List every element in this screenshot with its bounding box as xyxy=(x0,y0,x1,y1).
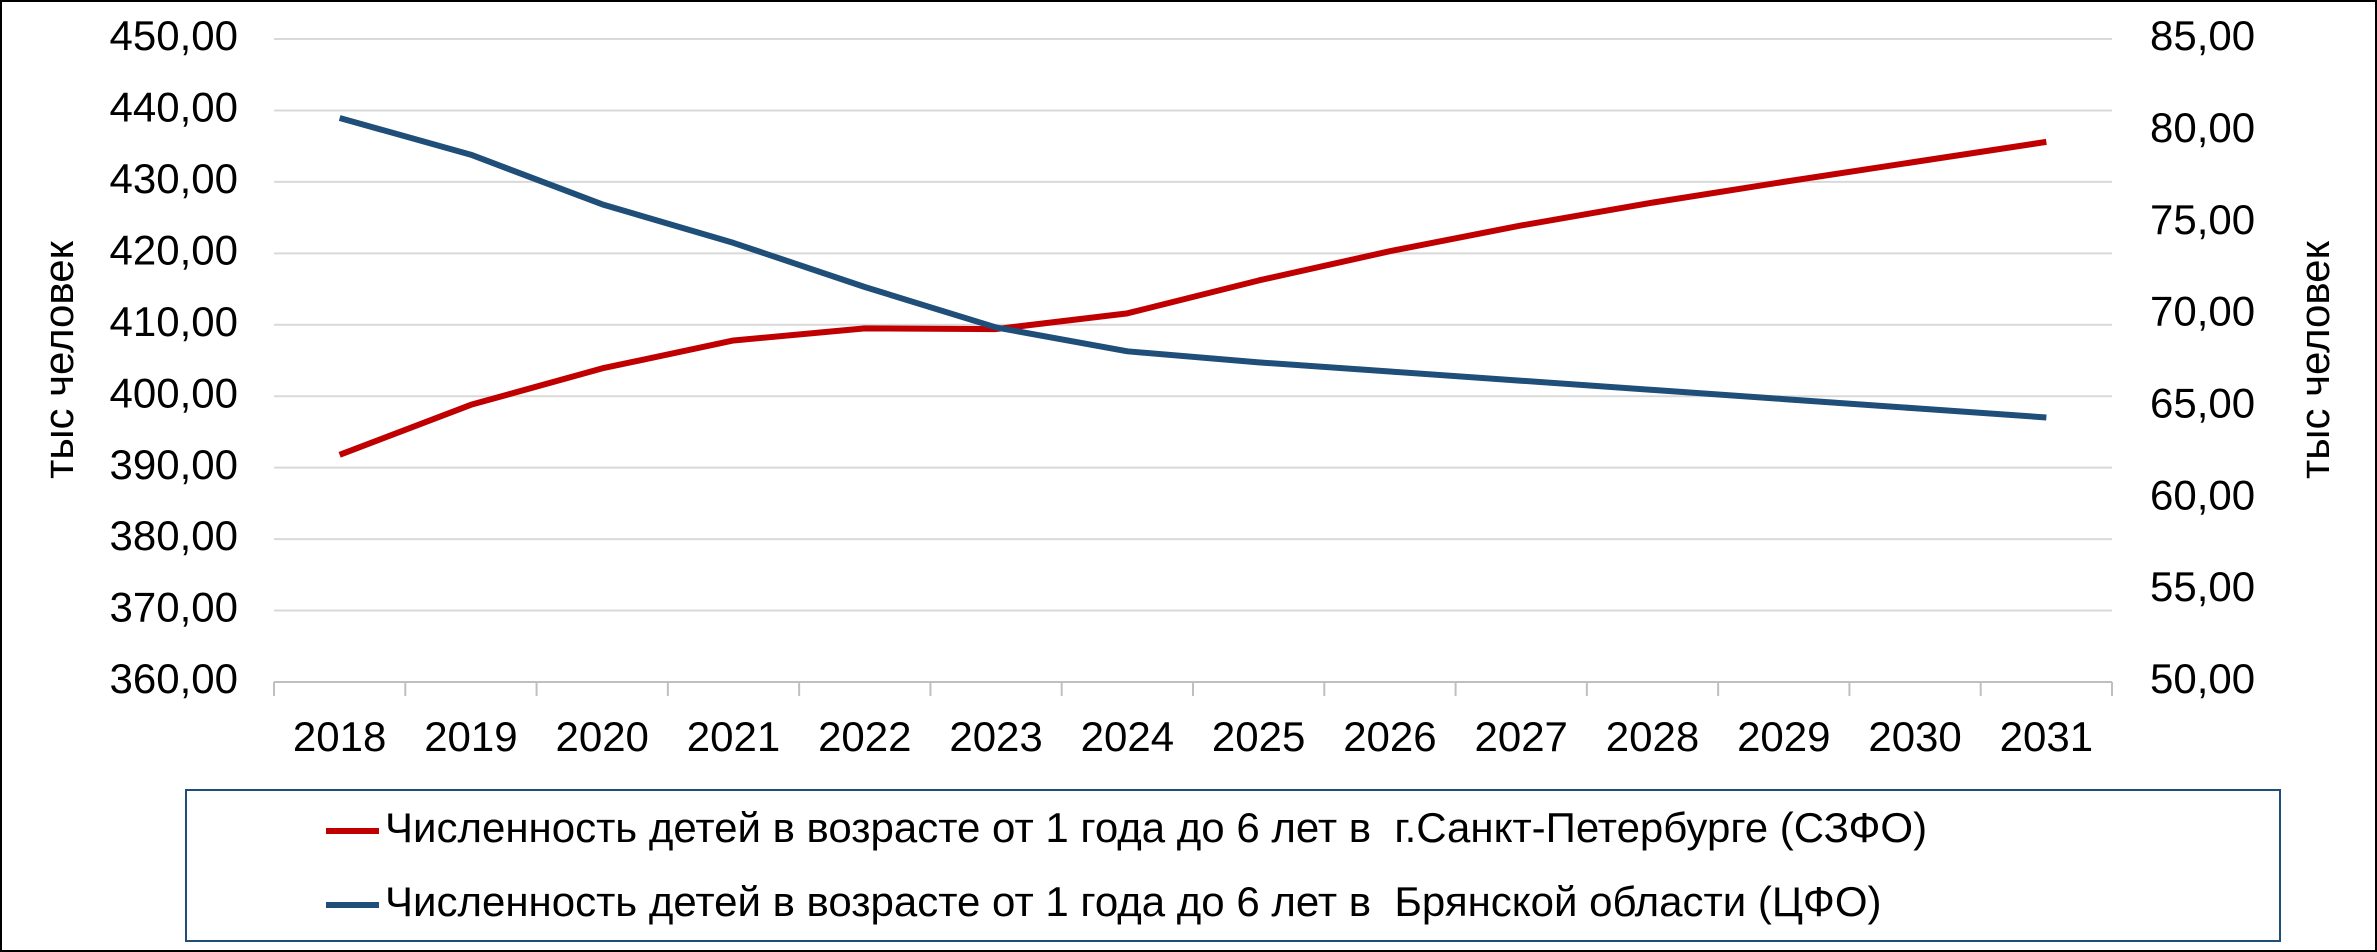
x-tick-label: 2030 xyxy=(1868,713,1961,760)
series-line xyxy=(338,115,2047,421)
legend-label: Численность детей в возрасте от 1 года д… xyxy=(385,804,1927,851)
x-tick-label: 2026 xyxy=(1343,713,1436,760)
y2-tick-label: 60,00 xyxy=(2150,471,2255,518)
y-tick-label: 370,00 xyxy=(110,584,238,631)
y-tick-label: 440,00 xyxy=(110,84,238,131)
y2-tick-label: 65,00 xyxy=(2150,380,2255,427)
y-tick-label: 390,00 xyxy=(110,441,238,488)
y-tick-label: 430,00 xyxy=(110,155,238,202)
y2-tick-label: 80,00 xyxy=(2150,104,2255,151)
y2-tick-label: 75,00 xyxy=(2150,196,2255,243)
y-axis-label: тыс человек xyxy=(35,240,82,478)
x-tick-label: 2024 xyxy=(1081,713,1174,760)
x-tick-label: 2021 xyxy=(687,713,780,760)
y2-tick-label: 85,00 xyxy=(2150,12,2255,59)
y2-tick-label: 50,00 xyxy=(2150,655,2255,702)
y2-axis-label: тыс человек xyxy=(2291,240,2338,478)
x-tick-label: 2019 xyxy=(424,713,517,760)
y-tick-label: 450,00 xyxy=(110,12,238,59)
y-tick-label: 400,00 xyxy=(110,369,238,416)
y2-tick-label: 55,00 xyxy=(2150,563,2255,610)
x-tick-label: 2029 xyxy=(1737,713,1830,760)
y-tick-label: 410,00 xyxy=(110,298,238,345)
series-line xyxy=(338,138,2047,458)
x-tick-label: 2023 xyxy=(949,713,1042,760)
x-tick-label: 2025 xyxy=(1212,713,1305,760)
x-tick-label: 2028 xyxy=(1606,713,1699,760)
y2-tick-label: 70,00 xyxy=(2150,288,2255,335)
x-tick-label: 2027 xyxy=(1474,713,1567,760)
legend-box xyxy=(185,789,2281,942)
y-tick-label: 360,00 xyxy=(110,655,238,702)
x-tick-label: 2022 xyxy=(818,713,911,760)
y-tick-label: 420,00 xyxy=(110,226,238,273)
legend-label: Численность детей в возрасте от 1 года д… xyxy=(385,878,1882,925)
y-tick-label: 380,00 xyxy=(110,512,238,559)
x-tick-label: 2018 xyxy=(293,713,386,760)
x-tick-label: 2031 xyxy=(2000,713,2093,760)
x-tick-label: 2020 xyxy=(555,713,648,760)
